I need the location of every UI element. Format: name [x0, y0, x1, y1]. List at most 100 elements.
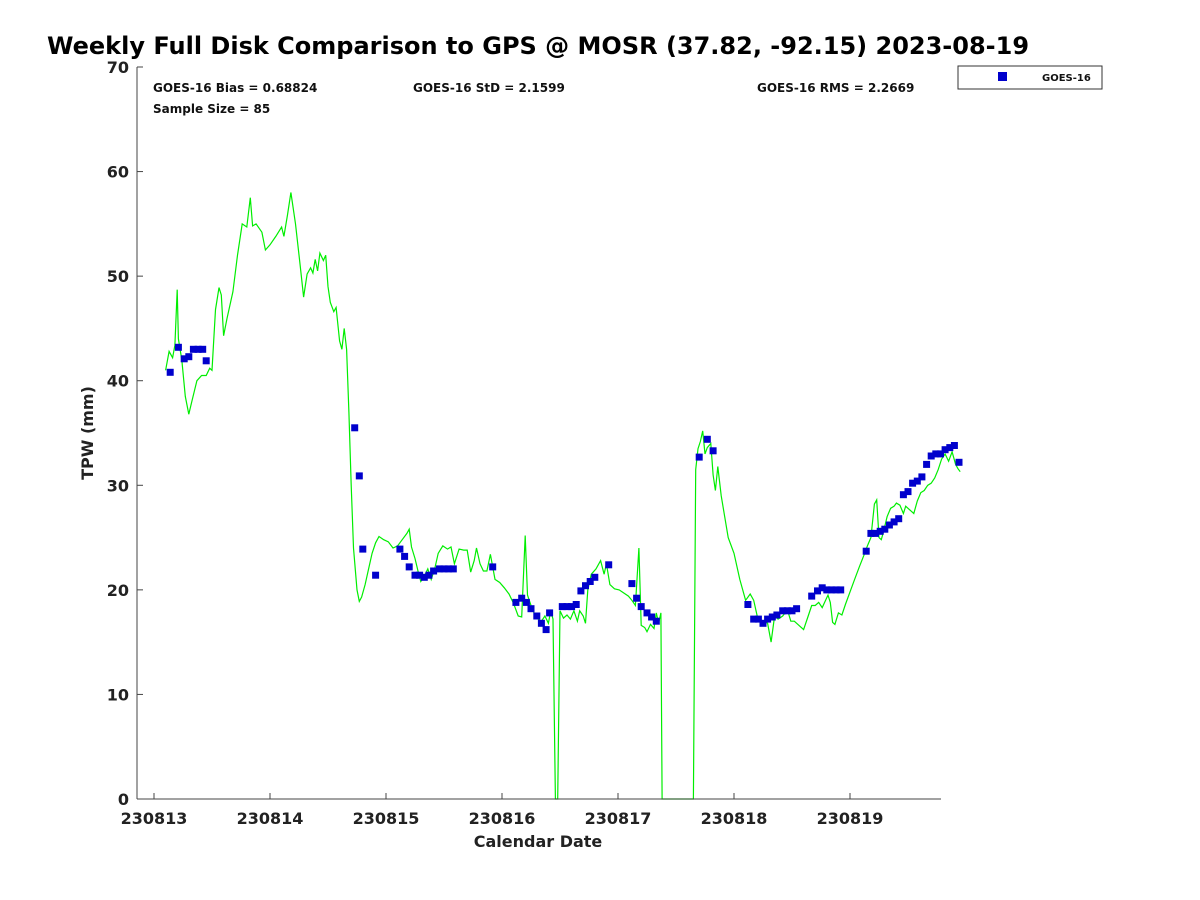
goes-16-point: [832, 586, 840, 594]
goes-16-point: [913, 477, 921, 485]
goes-16-point: [355, 472, 363, 480]
goes-16-point: [827, 586, 835, 594]
goes-16-point: [823, 586, 831, 594]
y-tick-label: 30: [107, 476, 129, 495]
legend-marker-goes-16: [998, 72, 1007, 81]
goes-16-point: [359, 545, 367, 553]
goes-16-point: [904, 488, 912, 496]
goes-16-point: [577, 587, 585, 595]
stat-rms: GOES-16 RMS = 2.2669: [757, 81, 914, 95]
goes-16-point: [744, 601, 752, 608]
goes-16-point: [396, 545, 404, 553]
goes-16-point: [512, 598, 520, 606]
y-tick-label: 60: [107, 163, 129, 182]
goes-16-point: [174, 343, 182, 351]
goes-16-point: [189, 345, 197, 353]
legend: GOES-16: [957, 65, 1103, 90]
goes-16-point: [405, 563, 413, 571]
goes-16-point: [199, 345, 207, 353]
goes-16-point: [180, 355, 188, 363]
x-tick-label: 230814: [237, 809, 304, 828]
goes-16-point: [445, 565, 453, 573]
goes-16-point: [563, 603, 571, 611]
goes-16-point: [783, 607, 791, 615]
goes-16-point: [202, 357, 210, 365]
goes-16-point: [818, 584, 826, 592]
y-tick-label: 20: [107, 581, 129, 600]
goes-16-point: [401, 552, 409, 560]
x-tick-label: 230817: [585, 809, 652, 828]
y-tick-label: 50: [107, 267, 129, 286]
goes-16-point: [867, 529, 875, 537]
goes-16-point: [862, 547, 870, 555]
goes-16-point: [518, 594, 526, 602]
y-tick-label: 0: [118, 790, 129, 809]
goes-16-point: [185, 353, 193, 361]
goes-16-point: [425, 571, 433, 579]
y-axis-ticks: 0 10 20 30 40 50 60 70: [107, 58, 143, 809]
goes-16-point: [537, 619, 545, 627]
goes-16-point: [750, 615, 758, 623]
goes-16-point: [793, 605, 801, 613]
goes-16-point: [546, 609, 554, 617]
goes-16-point: [542, 626, 550, 634]
goes-16-point: [637, 603, 645, 611]
goes-16-point: [430, 567, 438, 575]
goes-16-point: [923, 460, 931, 468]
goes-16-point: [449, 565, 457, 573]
goes-16-point: [881, 525, 889, 533]
goes-16-point: [411, 571, 419, 579]
goes-16-point: [814, 587, 821, 595]
y-tick-label: 70: [107, 58, 129, 77]
goes-16-point: [703, 435, 711, 443]
goes-16-point: [788, 607, 796, 615]
x-axis-ticks: 230813 230814 230815 230816 230817 230818 2308…: [121, 793, 883, 828]
plot-area: [137, 67, 941, 799]
goes-16-point: [695, 453, 703, 461]
stat-bias: GOES-16 Bias = 0.68824: [153, 81, 317, 95]
goes-16-point: [416, 571, 424, 579]
goes-16-point: [166, 368, 174, 376]
goes-16-point: [909, 479, 917, 487]
goes-16-point: [759, 619, 767, 627]
goes-16-series: [166, 343, 963, 634]
goes-16-point: [572, 601, 580, 608]
goes-16-point: [950, 442, 958, 449]
x-tick-label: 230813: [121, 809, 188, 828]
goes-16-point: [648, 613, 656, 621]
goes-16-point: [633, 594, 641, 602]
y-axis-label: TPW (mm): [78, 386, 97, 480]
stat-sample-size: Sample Size = 85: [153, 102, 270, 116]
goes-16-point: [895, 515, 903, 523]
goes-16-point: [568, 603, 576, 611]
goes-16-point: [941, 446, 949, 454]
goes-16-point: [420, 573, 428, 581]
goes-16-point: [764, 615, 772, 623]
goes-16-point: [527, 605, 535, 613]
goes-16-point: [779, 607, 787, 615]
goes-16-point: [522, 598, 530, 606]
goes-16-point: [837, 586, 845, 594]
chart-title: Weekly Full Disk Comparison to GPS @ MOS…: [47, 32, 1029, 60]
x-tick-label: 230816: [469, 809, 536, 828]
legend-box: [957, 65, 1103, 90]
goes-16-point: [808, 592, 816, 600]
goes-16-point: [918, 473, 926, 481]
goes-16-point: [955, 458, 963, 466]
goes-16-point: [489, 563, 497, 571]
y-tick-label: 10: [107, 685, 129, 704]
goes-16-point: [591, 573, 599, 581]
goes-16-point: [628, 580, 636, 588]
goes-16-point: [876, 527, 884, 535]
goes-16-point: [372, 571, 380, 579]
y-tick-label: 40: [107, 372, 129, 391]
goes-16-point: [885, 521, 893, 529]
goes-16-point: [754, 615, 762, 623]
goes-16-point: [872, 529, 879, 537]
goes-16-point: [605, 561, 613, 569]
goes-16-point: [932, 450, 940, 458]
goes-16-point: [927, 452, 935, 460]
goes-16-point: [586, 578, 594, 585]
stat-std: GOES-16 StD = 2.1599: [413, 81, 565, 95]
